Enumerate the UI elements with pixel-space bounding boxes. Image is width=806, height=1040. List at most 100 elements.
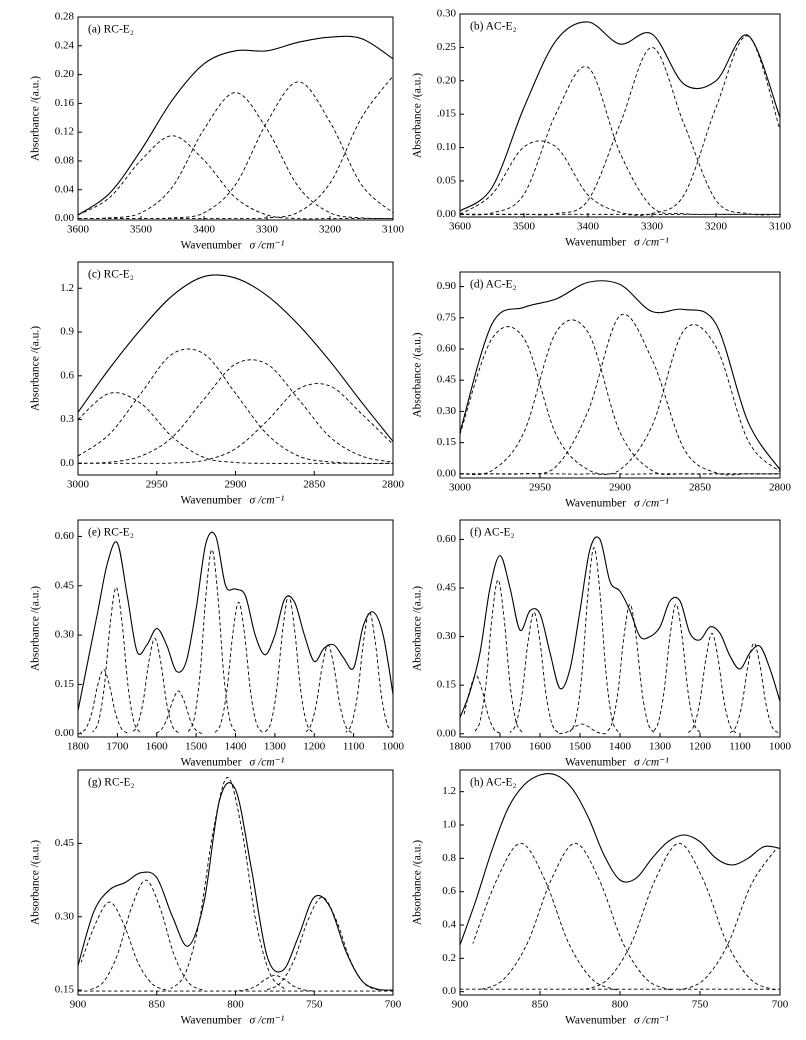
panel: 1800 1700 1600 1500 1400 1300 1200 1100 1000 0.00… xyxy=(30,519,405,769)
component-curve xyxy=(236,974,313,992)
x-tick-label: 2850 xyxy=(303,479,326,491)
x-axis-label: Wavenumber xyxy=(565,498,626,510)
plot-frame xyxy=(77,261,394,476)
x-tick-label: 1000 xyxy=(769,741,792,753)
y-tick-label: 0.24 xyxy=(55,39,75,51)
x-tick-label: 1500 xyxy=(569,741,592,753)
y-tick-label: 0.28 xyxy=(55,11,75,23)
x-tick-label: 1100 xyxy=(343,741,365,753)
y-tick-label: 0.3 xyxy=(60,413,74,425)
component-curve xyxy=(679,849,776,991)
panel: 3600 3500 3400 3300 3200 3100 0.00 0.04 0.08 0.12… xyxy=(30,11,405,252)
panel-label: (c) RC-E₂ xyxy=(88,269,134,281)
x-tick-label: 1000 xyxy=(382,741,405,753)
y-axis-label: Absorbance /(a.u.) xyxy=(30,76,42,161)
x-tick-label: 700 xyxy=(772,999,789,1011)
panel-label: (d) AC-E₂ xyxy=(470,279,517,291)
component-curve xyxy=(78,383,393,464)
x-tick-label: 700 xyxy=(385,999,402,1011)
spectrum-curve xyxy=(78,531,393,711)
y-axis-label: Absorbance /(a.u.) xyxy=(412,73,424,158)
x-tick-label: 800 xyxy=(612,999,629,1011)
x-tick-label: 750 xyxy=(692,999,709,1011)
y-tick-label: 0.00 xyxy=(437,467,457,479)
x-axis-unit: σ /cm⁻¹ xyxy=(634,1015,669,1027)
component-curve xyxy=(460,319,780,476)
y-axis-label: Absorbance /(a.u.) xyxy=(30,840,42,925)
x-tick-label: 3600 xyxy=(67,224,90,236)
component-curve xyxy=(460,326,780,475)
x-tick-label: 3200 xyxy=(705,221,728,233)
x-tick-label: 2800 xyxy=(769,482,792,494)
x-tick-label: 2850 xyxy=(689,482,712,494)
x-tick-label: 750 xyxy=(306,999,323,1011)
x-tick-label: 2950 xyxy=(146,479,169,491)
plot-frame xyxy=(459,769,781,996)
y-tick-label: 0.00 xyxy=(55,212,75,224)
spectrum-curve xyxy=(460,280,780,470)
component-curve xyxy=(460,313,780,476)
y-tick-label: 0.20 xyxy=(55,68,75,80)
component-curve xyxy=(78,359,393,464)
y-axis-label: Absorbance /(a.u.) xyxy=(412,586,424,671)
y-tick-label: 0.4 xyxy=(442,919,456,931)
x-tick-label: 3500 xyxy=(513,221,536,233)
component-curve xyxy=(460,46,780,216)
x-axis-label: Wavenumber xyxy=(565,757,626,769)
x-axis-label: Wavenumber xyxy=(565,1015,626,1027)
y-tick-label: .015 xyxy=(437,108,457,120)
panel: 3000 2950 2900 2850 2800 0.0 0.3 0.6 0.9 1.2 (c) R… xyxy=(30,261,405,507)
x-axis-unit: σ /cm⁻¹ xyxy=(250,757,285,769)
component-curve xyxy=(78,81,393,220)
x-axis-unit: σ /cm⁻¹ xyxy=(250,240,285,252)
x-tick-label: 3600 xyxy=(449,221,472,233)
component-curve xyxy=(304,644,352,734)
y-tick-label: 0.16 xyxy=(55,97,75,109)
y-tick-label: 0.20 xyxy=(437,74,457,86)
component-curve xyxy=(687,632,737,734)
x-axis-label: Wavenumber xyxy=(180,1015,241,1027)
x-tick-label: 2950 xyxy=(529,482,552,494)
y-tick-label: 0.10 xyxy=(437,141,457,153)
y-tick-label: 0.0 xyxy=(60,457,74,469)
x-tick-label: 1300 xyxy=(649,741,672,753)
x-tick-label: 1500 xyxy=(185,741,208,753)
component-curve xyxy=(729,642,779,734)
component-curve xyxy=(78,92,393,220)
x-tick-label: 3200 xyxy=(319,224,342,236)
y-tick-label: 1.2 xyxy=(60,282,74,294)
x-tick-label: 2900 xyxy=(609,482,632,494)
y-tick-label: 0.60 xyxy=(55,530,75,542)
y-tick-label: 0.0 xyxy=(442,985,456,997)
spectrum-curve xyxy=(460,536,780,718)
spectrum-curve xyxy=(460,772,780,946)
y-axis-label: Absorbance /(a.u.) xyxy=(30,586,42,671)
component-curve xyxy=(154,690,203,734)
x-tick-label: 1200 xyxy=(303,741,326,753)
y-tick-label: 0.30 xyxy=(55,910,75,922)
x-tick-label: 1800 xyxy=(449,741,472,753)
plot-frame xyxy=(77,16,394,221)
y-tick-label: 0.00 xyxy=(437,727,457,739)
spectrum-curve xyxy=(78,35,393,216)
x-tick-label: 3000 xyxy=(67,479,90,491)
component-curve xyxy=(265,896,380,991)
x-tick-label: 900 xyxy=(70,999,87,1011)
y-tick-label: 0.30 xyxy=(437,8,457,20)
component-curve xyxy=(78,135,393,220)
x-axis-unit: σ /cm⁻¹ xyxy=(634,498,669,510)
y-tick-label: 1.2 xyxy=(442,785,456,797)
y-tick-label: 0.8 xyxy=(442,852,456,864)
component-curve xyxy=(214,601,263,733)
x-axis-label: Wavenumber xyxy=(180,495,241,507)
y-tick-label: 0.15 xyxy=(55,678,75,690)
y-tick-label: 0.90 xyxy=(437,280,457,292)
y-tick-label: 0.45 xyxy=(55,579,75,591)
component-curve xyxy=(460,324,780,475)
x-tick-label: 1200 xyxy=(689,741,712,753)
x-tick-label: 850 xyxy=(532,999,549,1011)
y-tick-label: 0.25 xyxy=(437,41,457,53)
x-tick-label: 3400 xyxy=(193,224,216,236)
y-tick-label: 0.00 xyxy=(55,727,75,739)
